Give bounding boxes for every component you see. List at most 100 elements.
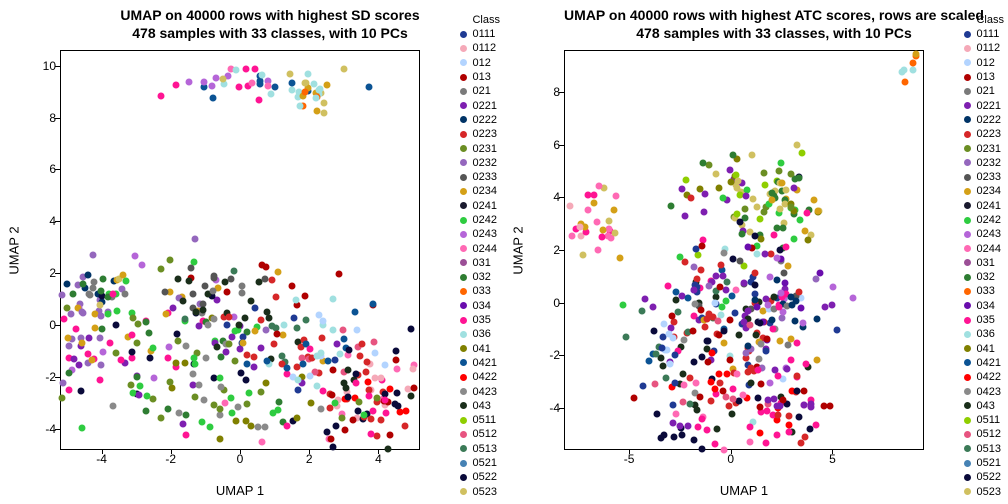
scatter-point bbox=[732, 309, 739, 316]
legend-swatch-icon bbox=[460, 402, 467, 409]
scatter-point bbox=[200, 397, 207, 404]
scatter-point bbox=[813, 316, 820, 323]
scatter-point bbox=[737, 219, 744, 226]
scatter-point bbox=[220, 75, 227, 82]
legend-swatch-icon bbox=[964, 431, 971, 438]
legend-label: 043 bbox=[976, 400, 994, 412]
scatter-point bbox=[781, 279, 788, 286]
legend-swatch-icon bbox=[964, 374, 971, 381]
scatter-point bbox=[374, 395, 381, 402]
scatter-point bbox=[613, 193, 620, 200]
right-panel: UMAP on 40000 rows with highest ATC scor… bbox=[504, 0, 1008, 504]
scatter-point bbox=[272, 83, 279, 90]
scatter-point bbox=[797, 305, 804, 312]
legend-swatch-icon bbox=[460, 88, 467, 95]
scatter-point bbox=[329, 366, 336, 373]
legend-swatch-icon bbox=[964, 102, 971, 109]
scatter-point bbox=[324, 429, 331, 436]
legend-label: 0422 bbox=[472, 371, 496, 383]
scatter-point bbox=[780, 224, 787, 231]
scatter-point bbox=[209, 287, 216, 294]
scatter-point bbox=[196, 381, 203, 388]
scatter-point bbox=[901, 67, 908, 74]
legend-swatch-icon bbox=[964, 445, 971, 452]
y-tick-label: 0 bbox=[36, 318, 56, 332]
legend-item: 0234 bbox=[460, 184, 500, 198]
scatter-point bbox=[382, 409, 389, 416]
legend-label: 0423 bbox=[472, 386, 496, 398]
scatter-point bbox=[745, 244, 752, 251]
scatter-point bbox=[329, 327, 336, 334]
scatter-point bbox=[274, 406, 281, 413]
scatter-point bbox=[698, 266, 705, 273]
scatter-point bbox=[698, 415, 705, 422]
scatter-point bbox=[235, 403, 242, 410]
scatter-point bbox=[828, 301, 835, 308]
legend-label: 0522 bbox=[472, 471, 496, 483]
legend-swatch-icon bbox=[964, 31, 971, 38]
scatter-point bbox=[670, 401, 677, 408]
legend-item: 0523 bbox=[964, 485, 1004, 499]
scatter-point bbox=[250, 353, 257, 360]
y-tick-label: 0 bbox=[540, 296, 560, 310]
y-tick-label: -4 bbox=[540, 401, 560, 415]
scatter-point bbox=[694, 424, 701, 431]
scatter-point bbox=[112, 322, 119, 329]
legend-swatch-icon bbox=[964, 131, 971, 138]
legend-label: 0231 bbox=[976, 143, 1000, 155]
legend-swatch-icon bbox=[964, 202, 971, 209]
scatter-point bbox=[369, 300, 376, 307]
scatter-point bbox=[129, 355, 136, 362]
legend-item: 0231 bbox=[460, 141, 500, 155]
scatter-point bbox=[217, 375, 224, 382]
legend-item: 0232 bbox=[460, 156, 500, 170]
scatter-point bbox=[208, 83, 215, 90]
legend-swatch-icon bbox=[460, 345, 467, 352]
scatter-point bbox=[716, 185, 723, 192]
legend-swatch-icon bbox=[460, 231, 467, 238]
scatter-point bbox=[752, 233, 759, 240]
scatter-point bbox=[313, 107, 320, 114]
scatter-point bbox=[783, 187, 790, 194]
scatter-point bbox=[392, 357, 399, 364]
scatter-point bbox=[807, 425, 814, 432]
legend-label: 0241 bbox=[976, 200, 1000, 212]
legend-label: 0223 bbox=[976, 128, 1000, 140]
scatter-point bbox=[402, 422, 409, 429]
legend-label: 031 bbox=[472, 257, 490, 269]
scatter-point bbox=[682, 212, 689, 219]
scatter-point bbox=[671, 433, 678, 440]
scatter-point bbox=[909, 66, 916, 73]
legend-item: 0511 bbox=[964, 413, 1004, 427]
y-tick-label: 4 bbox=[36, 214, 56, 228]
scatter-point bbox=[661, 431, 668, 438]
scatter-point bbox=[776, 403, 783, 410]
scatter-point bbox=[80, 280, 87, 287]
scatter-point bbox=[292, 296, 299, 303]
scatter-point bbox=[97, 377, 104, 384]
legend-label: 0512 bbox=[976, 428, 1000, 440]
scatter-point bbox=[324, 358, 331, 365]
legend-item: 0423 bbox=[964, 384, 1004, 398]
scatter-point bbox=[333, 423, 340, 430]
scatter-point bbox=[251, 66, 258, 73]
legend-item: 035 bbox=[460, 313, 500, 327]
figure: UMAP on 40000 rows with highest SD score… bbox=[0, 0, 1008, 504]
scatter-point bbox=[207, 423, 214, 430]
legend-swatch-icon bbox=[460, 74, 467, 81]
scatter-point bbox=[257, 388, 264, 395]
scatter-point bbox=[770, 326, 777, 333]
scatter-point bbox=[238, 283, 245, 290]
scatter-point bbox=[192, 394, 199, 401]
scatter-point bbox=[684, 423, 691, 430]
scatter-point bbox=[189, 290, 196, 297]
scatter-point bbox=[190, 371, 197, 378]
legend-swatch-icon bbox=[964, 345, 971, 352]
scatter-point bbox=[800, 319, 807, 326]
scatter-point bbox=[263, 357, 270, 364]
legend-label: 0111 bbox=[472, 28, 495, 40]
scatter-point bbox=[225, 340, 232, 347]
scatter-point bbox=[72, 326, 79, 333]
scatter-point bbox=[715, 318, 722, 325]
legend-swatch-icon bbox=[460, 102, 467, 109]
